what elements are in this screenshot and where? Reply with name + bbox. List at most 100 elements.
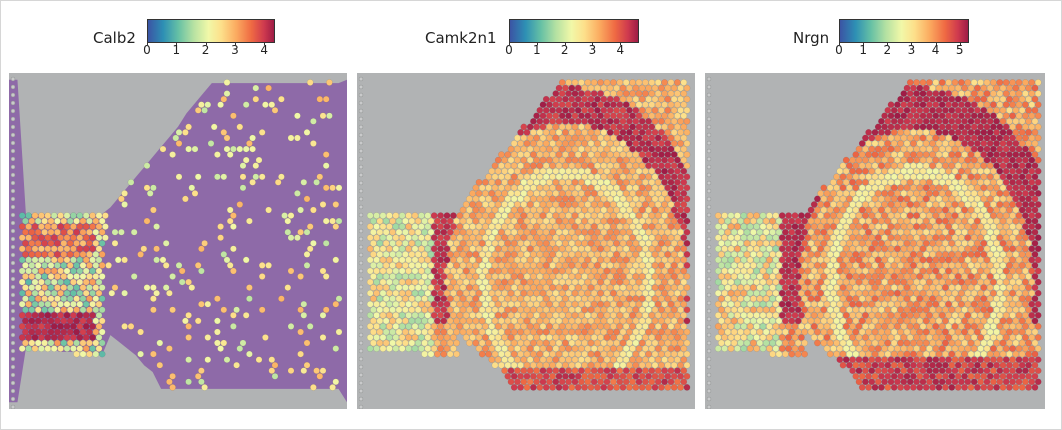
expression-spot [616,267,624,275]
expression-spot [498,284,505,291]
expression-spot [746,267,754,275]
expression-spot [526,289,534,297]
expression-spot [916,217,924,225]
expression-spot [278,95,285,103]
expression-spot [977,311,984,319]
expression-spot [626,195,633,203]
expression-spot [542,195,550,203]
expression-spot [714,212,722,219]
expression-spot [737,239,744,247]
expression-spot [999,295,1007,302]
expression-spot [546,334,553,341]
expression-spot [785,311,792,319]
fiducial-spot [10,148,16,154]
expression-spot [996,367,1004,375]
expression-spot [542,306,550,314]
expression-spot [89,223,96,230]
expression-spot [683,361,691,369]
expression-spot [958,212,965,219]
expression-spot [153,245,160,253]
expression-spot [1006,217,1013,225]
expression-spot [948,372,956,380]
expression-spot [379,345,387,352]
spot-map [706,76,1042,409]
expression-spot [552,245,560,253]
expression-spot [906,356,914,364]
expression-spot [590,79,598,86]
expression-spot [740,345,748,352]
expression-spot [642,256,649,264]
expression-spot [1006,239,1013,247]
expression-spot [865,251,872,258]
expression-spot [587,107,595,114]
expression-spot [555,84,563,92]
expression-spot [1006,84,1013,92]
expression-spot [961,195,968,203]
expression-spot [421,339,428,347]
expression-spot [1031,273,1039,280]
expression-spot [626,107,633,114]
expression-spot [667,311,675,319]
tick-label: 0 [835,43,843,57]
expression-spot [945,123,952,131]
expression-spot [642,190,649,197]
expression-spot [651,217,659,225]
expression-spot [610,134,617,142]
expression-spot [491,184,499,192]
expression-spot [63,234,71,241]
expression-spot [1009,167,1016,175]
expression-spot [95,334,103,341]
expression-spot [319,267,327,275]
expression-spot [1028,79,1036,86]
expression-spot [1031,295,1039,302]
expression-spot [753,311,760,319]
expression-spot [900,278,908,286]
expression-spot [421,328,428,336]
expression-spot [89,323,96,330]
expression-spot [568,262,576,269]
expression-spot [916,251,924,258]
expression-spot [897,339,904,347]
expression-spot [635,90,643,97]
expression-spot [294,134,301,142]
expression-spot [198,267,205,275]
expression-spot [546,101,553,109]
colorbar [509,19,639,43]
expression-spot [961,284,968,291]
fiducial-spot [706,300,712,306]
expression-spot [18,245,26,253]
expression-spot [954,195,962,203]
expression-spot [613,184,620,192]
expression-spot [536,361,544,369]
expression-spot [562,95,569,103]
expression-spot [874,223,882,230]
expression-spot [791,311,799,319]
expression-spot [996,323,1004,330]
expression-spot [948,361,956,369]
expression-spot [603,334,611,341]
expression-spot [951,190,959,197]
expression-spot [922,239,930,247]
expression-spot [935,339,943,347]
expression-spot [310,384,317,391]
expression-spot [667,300,675,308]
expression-spot [996,278,1004,286]
expression-spot [820,228,828,236]
expression-spot [542,295,550,302]
expression-spot [594,206,601,214]
expression-spot [778,234,786,241]
expression-spot [427,217,435,225]
expression-spot [836,245,844,253]
expression-spot [418,311,425,319]
expression-spot [906,323,914,330]
expression-spot [34,262,42,269]
expression-spot [798,300,805,308]
expression-spot [38,334,45,341]
expression-spot [182,129,189,136]
expression-spot [430,212,438,219]
expression-spot [718,273,725,280]
expression-spot [974,350,981,358]
expression-spot [1018,295,1026,302]
expression-spot [980,284,988,291]
expression-spot [523,328,531,336]
